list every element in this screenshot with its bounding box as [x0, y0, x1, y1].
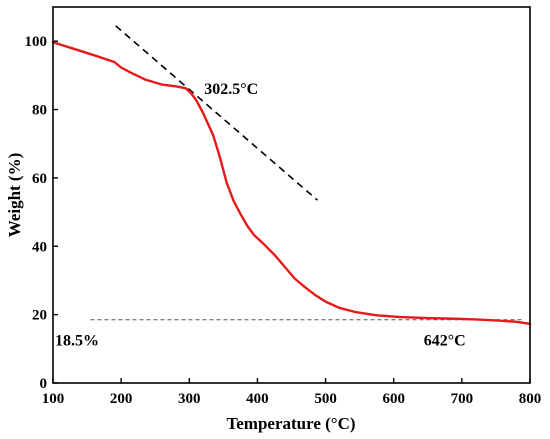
y-tick-label: 100 [25, 34, 48, 50]
y-tick-label: 20 [32, 308, 47, 324]
x-tick-label: 800 [519, 391, 542, 407]
y-tick-label: 0 [40, 376, 48, 392]
x-tick-label: 700 [451, 391, 474, 407]
ticks-layer: 100 200 300 400 500 600 700 800 0 20 40 60 80 100 [25, 34, 542, 407]
y-axis-title: Weight (%) [5, 153, 24, 238]
series-line-1 [51, 41, 532, 326]
x-tick-label: 100 [42, 391, 65, 407]
x-tick-label: 400 [246, 391, 269, 407]
x-tick-label: 200 [110, 391, 133, 407]
y-tick-label: 40 [32, 239, 47, 255]
x-tick-label: 500 [314, 391, 337, 407]
plot-layer: 302.5°C 18.5% 642°C [51, 25, 532, 349]
x-axis-title: Temperature (°C) [226, 414, 355, 433]
annotation-1: 302.5°C [204, 81, 258, 98]
reference-line-1 [115, 25, 318, 201]
y-tick-label: 60 [32, 171, 47, 187]
annotation-3: 642°C [424, 332, 466, 349]
y-tick-label: 80 [32, 103, 47, 119]
annotation-2: 18.5% [55, 332, 99, 349]
plot-frame [52, 6, 531, 384]
x-tick-label: 300 [178, 391, 201, 407]
x-tick-label: 600 [382, 391, 405, 407]
